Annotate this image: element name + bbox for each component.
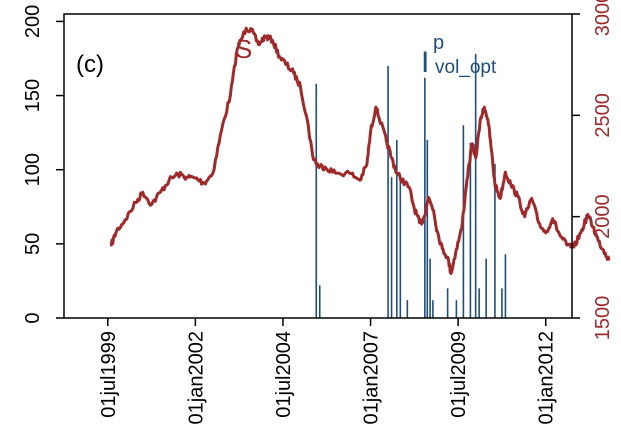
i-vol-opt-series [315,54,507,318]
x-axis-tick-label: 01jan2007 [361,331,383,424]
left-axis-tick-label: 150 [22,79,44,112]
right-axis-tick-label: 1500 [592,296,614,341]
x-axis-tick-label: 01jan2012 [536,331,558,424]
s-series-label: S [235,34,252,64]
i-vol-opt-label: I p vol_opt [421,32,497,79]
x-axis-tick-label: 01jan2002 [185,331,207,424]
x-axis-tick-label: 01jul1999 [98,331,120,418]
right-axis-tick-label: 3000 [592,0,614,36]
x-axis-tick-label: 01jul2004 [273,331,295,418]
x-axis: 01jul1999 01jan2002 01jul2004 01jan2007 01ju… [98,318,558,424]
left-axis-tick-label: 50 [22,233,44,255]
s-series-line [109,26,611,275]
panel-label: (c) [76,51,104,78]
i-label-superscript: p [433,32,444,54]
right-y-axis: 1500 2000 2500 3000 [572,0,614,340]
left-axis-tick-label: 100 [22,153,44,186]
plot-frame [63,13,573,319]
left-y-axis: 0 50 100 150 200 [22,5,64,324]
i-label-main: I [421,46,429,79]
left-axis-tick-label: 200 [22,5,44,38]
right-axis-tick-label: 2500 [592,93,614,138]
x-axis-tick-label: 01jul2009 [448,331,470,418]
i-label-subscript: vol_opt [435,57,497,78]
right-axis-tick-label: 2000 [592,194,614,239]
left-axis-tick-label: 0 [22,312,44,323]
